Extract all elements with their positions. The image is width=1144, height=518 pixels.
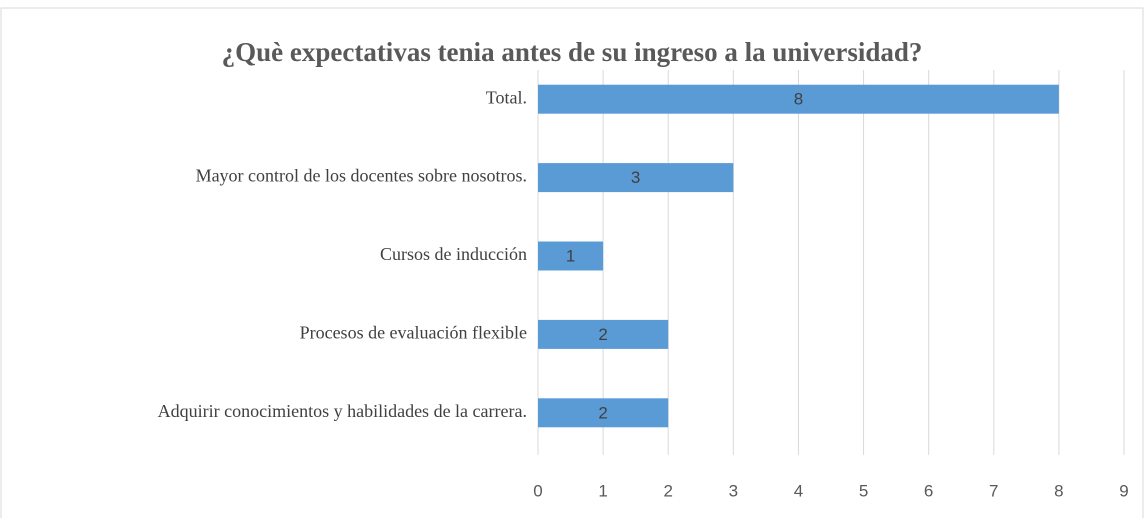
x-tick-label: 8 [1054,481,1063,500]
x-tick-label: 6 [924,481,933,500]
y-tick-label: Total. [486,87,527,107]
y-tick-label: Adquirir conocimientos y habilidades de … [158,401,527,421]
x-tick-label: 2 [663,481,672,500]
bar [538,84,1059,114]
y-tick-label: Mayor control de los docentes sobre noso… [196,166,527,186]
data-label: 1 [566,246,575,265]
y-tick-label: Procesos de evaluación flexible [300,323,527,343]
data-label: 3 [631,168,640,187]
x-tick-label: 3 [729,481,738,500]
data-label: 2 [598,325,607,344]
bar [538,319,669,349]
bar [538,163,734,193]
x-tick-label: 1 [598,481,607,500]
x-tick-label: 0 [533,481,542,500]
y-tick-label: Cursos de inducción [380,244,527,264]
x-tick-label: 7 [989,481,998,500]
bar [538,241,604,271]
bar [538,398,669,428]
chart-title: ¿Què expectativas tenia antes de su ingr… [222,37,923,67]
data-label: 2 [598,403,607,422]
x-tick-label: 9 [1119,481,1128,500]
x-tick-label: 5 [859,481,868,500]
x-tick-label: 4 [794,481,803,500]
data-label: 8 [794,90,803,109]
